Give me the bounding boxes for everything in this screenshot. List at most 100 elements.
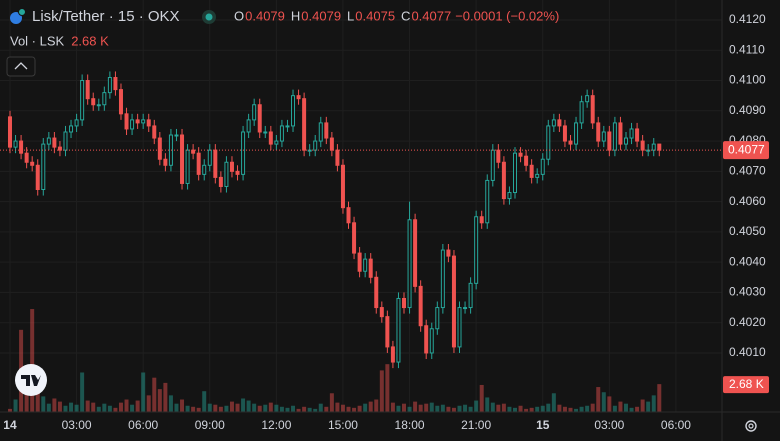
candle-body <box>102 92 107 106</box>
volume-bar <box>390 402 395 412</box>
candle-body <box>629 128 634 139</box>
candle-body <box>574 122 579 145</box>
volume-bar <box>318 403 323 412</box>
volume-bar <box>174 403 179 412</box>
volume-bar <box>413 401 418 412</box>
y-tick-label: 0.4040 <box>729 254 766 268</box>
candle-body <box>474 216 479 284</box>
volume-label-box <box>723 376 769 394</box>
candle-body <box>329 137 334 151</box>
candle-body <box>74 119 79 127</box>
volume-bar <box>102 403 107 412</box>
candle-body <box>185 149 190 184</box>
volume-bar <box>324 406 329 412</box>
candle-body <box>279 125 284 142</box>
symbol-title[interactable]: Lisk/Tether · 15 · OKX <box>32 8 180 25</box>
volume-bar <box>546 403 551 412</box>
candle-body <box>80 80 85 121</box>
candle-body <box>163 158 168 166</box>
candle-body <box>590 95 595 124</box>
candle-body <box>485 179 490 224</box>
candle-body <box>601 131 606 142</box>
candle-body <box>546 125 551 160</box>
candle-body <box>446 249 451 257</box>
volume-bar <box>446 406 451 412</box>
volume-bar <box>46 403 51 412</box>
candle-body <box>268 131 273 145</box>
volume-bar <box>52 398 57 412</box>
volume-bar <box>646 401 651 412</box>
candle-body <box>385 316 390 348</box>
volume-bar <box>368 401 373 412</box>
volume-bar <box>479 384 484 412</box>
volume-bar <box>346 406 351 412</box>
volume-bar <box>296 408 301 412</box>
volume-bar <box>607 396 612 412</box>
candle-body <box>146 119 151 127</box>
volume-bar <box>141 372 146 412</box>
candle-body <box>168 134 173 166</box>
volume-bar <box>252 403 257 412</box>
volume-bar <box>135 400 140 412</box>
collapse-button[interactable] <box>6 56 36 77</box>
candle-body <box>252 104 257 121</box>
candle-body <box>46 137 51 145</box>
candle-body <box>213 149 218 178</box>
volume-bar <box>612 405 617 412</box>
candle-body <box>224 161 229 187</box>
candle-body <box>235 170 240 175</box>
volume-bar <box>340 404 345 412</box>
volume-bar <box>168 395 173 412</box>
header: Lisk/Tether · 15 · OKX O 0.4079 H 0.4079 L 0.… <box>32 8 559 25</box>
volume-bar <box>263 404 268 412</box>
candle-body <box>107 76 112 94</box>
volume-bar <box>185 405 190 412</box>
volume-bar <box>640 399 645 412</box>
volume-bar <box>274 404 279 412</box>
candle-body <box>69 125 74 133</box>
candle-body <box>501 161 506 200</box>
candle-body <box>562 125 567 142</box>
candle-body <box>335 149 340 166</box>
candle-body <box>180 134 185 184</box>
volume-bar <box>63 405 68 412</box>
volume-bar <box>35 387 40 412</box>
volume-bar <box>629 407 634 412</box>
symbol-logo-badge <box>18 8 26 16</box>
volume-bar <box>30 309 35 412</box>
candle-body <box>324 122 329 139</box>
tv-logo[interactable] <box>15 364 47 396</box>
volume-bar <box>513 407 517 412</box>
candle-body <box>363 258 368 272</box>
candle-body <box>7 116 12 148</box>
candle-body <box>285 125 290 128</box>
last-price-label: 0.4077 <box>728 142 765 156</box>
candle-body <box>612 122 617 151</box>
candle-body <box>141 119 146 124</box>
candle-body <box>302 98 307 151</box>
volume-bar <box>435 405 440 412</box>
x-tick-label: 18:00 <box>395 418 425 432</box>
volume-bar <box>335 402 340 412</box>
candle-body <box>124 113 129 130</box>
y-tick-label: 0.4010 <box>729 345 766 359</box>
candle-body <box>440 249 445 309</box>
ohlc-value: 0.4079 <box>301 8 341 23</box>
candle-body <box>91 98 96 106</box>
volume-bar <box>463 404 468 412</box>
volume-bar <box>202 391 207 412</box>
settings-button[interactable] <box>745 420 757 432</box>
candle-body <box>585 95 590 103</box>
candle-body <box>191 149 196 154</box>
volume-bar <box>91 402 96 412</box>
candle-body <box>13 140 18 148</box>
candle-body <box>174 134 179 137</box>
candle-body <box>540 158 545 175</box>
ohlc-value: 0.4077 <box>411 8 451 23</box>
last-price-box <box>723 141 769 160</box>
volume-bar <box>485 397 490 412</box>
volume-bar <box>363 403 368 412</box>
volume-bar <box>163 382 168 412</box>
volume-bar <box>524 408 529 412</box>
